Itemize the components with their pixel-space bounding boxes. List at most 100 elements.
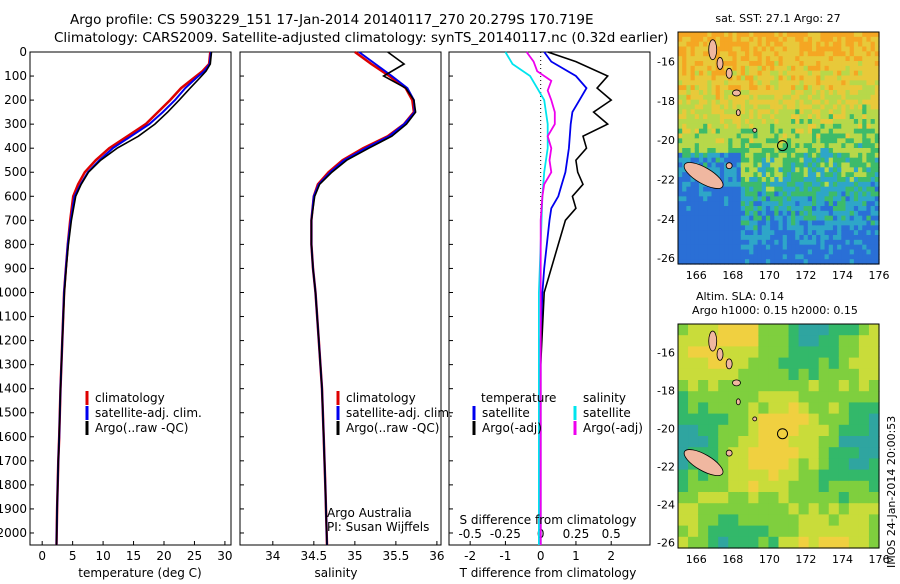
map-cell — [849, 36, 855, 43]
map-cell — [841, 201, 847, 207]
map-cell — [820, 239, 826, 246]
map-cell — [728, 215, 734, 222]
map-cell — [732, 225, 738, 231]
map-cell — [791, 75, 796, 81]
map-cell — [807, 94, 813, 101]
map-cell — [682, 114, 687, 120]
map-cell — [724, 138, 729, 144]
map-cell — [703, 138, 708, 144]
depth-tick-label: 1900 — [0, 502, 27, 516]
map-cell — [849, 65, 855, 72]
map-cell — [820, 114, 826, 120]
map-cell — [795, 244, 801, 251]
map-cell — [732, 75, 738, 81]
footer-timestamp: IMOS 24-Jan-2014 20:00:53 — [884, 300, 898, 570]
map-cell — [678, 80, 683, 86]
map-cell — [832, 143, 838, 149]
map-cell — [686, 85, 692, 91]
map-cell — [774, 162, 780, 168]
map-cell — [818, 413, 830, 426]
map-cell — [778, 447, 790, 459]
map-cell — [774, 239, 780, 246]
map-cell — [870, 109, 876, 115]
series-line-2 — [55, 51, 213, 546]
map-cell — [858, 61, 863, 67]
map-cell — [824, 94, 830, 101]
map-cell — [682, 94, 687, 101]
map-cell — [807, 196, 813, 202]
map-cell — [848, 469, 860, 482]
map-cell — [690, 133, 696, 139]
map-cell — [788, 424, 800, 437]
map-cell — [808, 424, 820, 437]
map-cell — [841, 70, 847, 77]
map-cell — [732, 244, 738, 251]
map-cell — [799, 56, 805, 62]
map-cell — [753, 201, 759, 207]
map-cell — [749, 152, 754, 159]
map-cell — [711, 143, 717, 149]
map-cell — [874, 254, 880, 260]
map-cell — [858, 536, 870, 549]
map-cell — [837, 138, 842, 144]
map-cell — [690, 186, 696, 193]
map-cell — [749, 46, 754, 52]
map-cell — [761, 172, 767, 178]
map-cell — [749, 133, 754, 139]
map-cell — [719, 177, 725, 183]
map-cell — [698, 210, 704, 217]
map-cell — [778, 80, 784, 86]
map-cell — [824, 119, 830, 125]
map-cell — [698, 51, 704, 57]
map-cell — [807, 80, 813, 86]
map-cell — [782, 235, 788, 241]
map-cell — [690, 210, 696, 217]
map-cell — [858, 56, 863, 62]
map-cell — [803, 123, 809, 130]
map-cell — [862, 143, 868, 149]
map-cell — [719, 191, 725, 197]
map-cell — [768, 380, 780, 392]
map-cell — [768, 447, 780, 459]
map-cell — [719, 244, 725, 251]
map-cell — [708, 503, 719, 515]
map-cell — [688, 368, 699, 381]
map-cell — [711, 99, 717, 106]
map-cell — [858, 94, 863, 101]
map-cell — [708, 480, 719, 493]
map-cell — [849, 70, 855, 77]
map-cell — [803, 32, 809, 38]
map-cell — [703, 196, 708, 202]
map-cell — [736, 162, 742, 168]
map-cell — [874, 56, 880, 62]
map-cell — [862, 46, 868, 52]
map-cell — [866, 65, 872, 72]
map-cell — [753, 167, 759, 173]
map-cell — [686, 210, 692, 217]
map-cell — [791, 41, 796, 48]
map-cell — [736, 70, 742, 77]
map-cell — [837, 36, 842, 43]
map-cell — [732, 230, 738, 236]
map-cell — [838, 436, 850, 448]
map-cell — [774, 148, 780, 154]
map-cell — [711, 104, 717, 110]
map-cell — [803, 56, 809, 62]
map-cell — [808, 346, 820, 359]
map-cell — [803, 36, 809, 43]
map-cell — [698, 503, 709, 515]
map-cell — [862, 201, 868, 207]
x-tick-label: 20 — [156, 549, 171, 563]
map-cell — [724, 99, 729, 106]
depth-tick-label: 2000 — [0, 526, 27, 540]
map-cell — [738, 536, 749, 549]
map-cell — [715, 259, 721, 265]
map-cell — [740, 56, 746, 62]
map-cell — [745, 172, 750, 178]
map-cell — [841, 181, 847, 188]
map-cell — [786, 104, 792, 110]
map-cell — [870, 90, 876, 96]
map-cell — [724, 36, 729, 43]
map-cell — [690, 123, 696, 130]
map-cell — [761, 157, 767, 164]
